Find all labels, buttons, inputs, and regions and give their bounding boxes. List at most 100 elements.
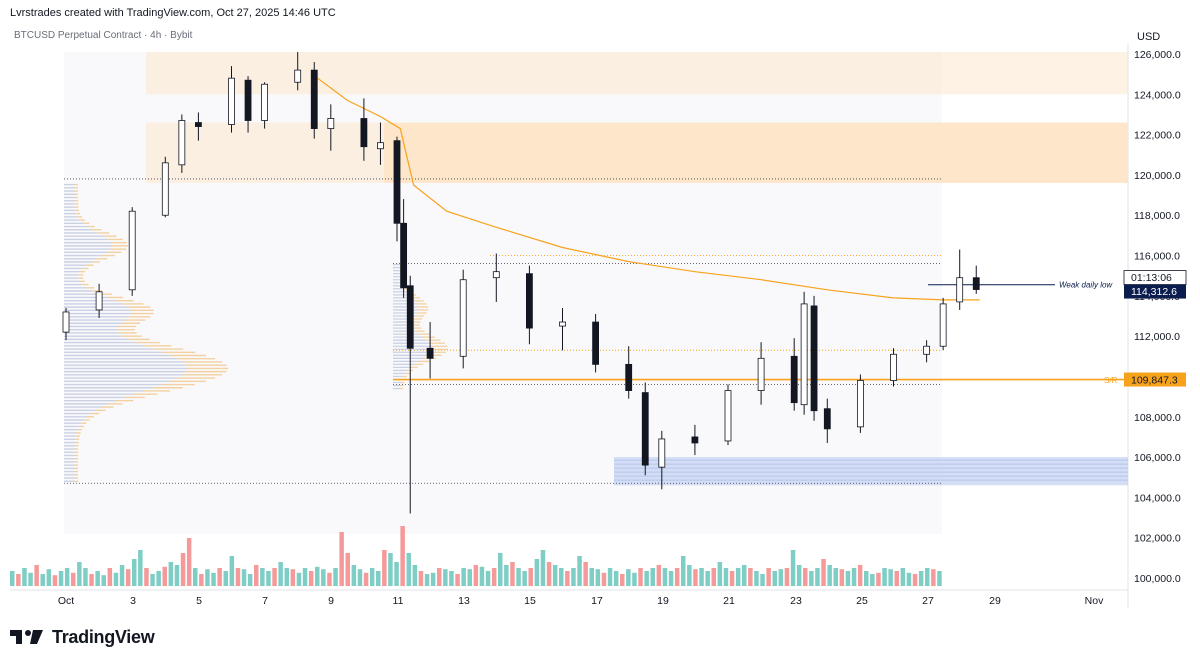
candle bbox=[393, 140, 401, 224]
candle bbox=[857, 380, 864, 428]
current-price-badge bbox=[1124, 284, 1186, 299]
current-price-label: 114,312.6 bbox=[1131, 286, 1177, 298]
candle bbox=[194, 122, 202, 127]
volume-bar bbox=[406, 553, 411, 586]
volume-bar bbox=[211, 572, 216, 586]
volume-bar bbox=[125, 569, 131, 586]
volume-bar bbox=[717, 562, 723, 586]
time-tick-label: Nov bbox=[1085, 595, 1104, 607]
countdown-label: 01:13:06 bbox=[1131, 272, 1172, 284]
candle bbox=[128, 210, 136, 291]
time-tick-label: 23 bbox=[790, 595, 802, 607]
price-tick-label: 120,000.0 bbox=[1134, 170, 1181, 182]
volume-bar bbox=[528, 568, 533, 586]
volume-bar bbox=[839, 569, 845, 586]
candle bbox=[178, 120, 186, 166]
volume-bar bbox=[180, 553, 186, 586]
price-chart[interactable]: S/R Weak daily low 126,000.0 124,000.0 122,0… bbox=[0, 0, 1200, 620]
volume-bar bbox=[754, 571, 759, 586]
candle bbox=[377, 142, 384, 150]
volume-bar bbox=[455, 574, 460, 586]
time-tick-label: 7 bbox=[262, 595, 268, 607]
volume-bar bbox=[565, 571, 570, 586]
created-by-header: Lvrstrades created with TradingView.com,… bbox=[10, 7, 336, 19]
volume-bar bbox=[809, 571, 814, 586]
volume-bar bbox=[400, 526, 405, 586]
volume-bar bbox=[241, 569, 247, 586]
supply-zone-lower bbox=[384, 122, 1128, 183]
candle bbox=[800, 303, 808, 406]
price-tick-label: 122,000.0 bbox=[1134, 130, 1181, 142]
price-tick-label: 126,000.0 bbox=[1134, 49, 1181, 61]
volume-bar bbox=[821, 559, 826, 586]
volume-bar bbox=[815, 568, 820, 586]
volume-bar bbox=[449, 571, 454, 586]
volume-bar bbox=[796, 565, 802, 586]
volume-bar bbox=[52, 575, 58, 586]
volume-bar bbox=[650, 568, 655, 586]
volume-bar bbox=[687, 565, 692, 586]
volume-bar bbox=[510, 562, 515, 586]
volume-bar bbox=[662, 568, 668, 586]
volume-bar bbox=[229, 556, 235, 586]
candle bbox=[790, 355, 798, 404]
volume-bar bbox=[254, 565, 259, 586]
volume-bar bbox=[205, 569, 210, 586]
volume-bar bbox=[723, 568, 729, 586]
volume-bar bbox=[577, 556, 582, 586]
volume-bar bbox=[906, 572, 912, 586]
volume-bar bbox=[857, 565, 863, 586]
volume-bar bbox=[729, 571, 735, 586]
candle bbox=[757, 357, 765, 391]
currency-label: USD bbox=[1137, 31, 1161, 43]
candle bbox=[691, 436, 699, 444]
volume-bar bbox=[40, 574, 45, 586]
volume-bar bbox=[22, 568, 27, 586]
candle bbox=[810, 305, 818, 412]
volume-bar bbox=[656, 565, 662, 586]
volume-bar bbox=[620, 574, 625, 586]
volume-bar bbox=[394, 562, 399, 586]
candle bbox=[244, 79, 252, 121]
volume-bar bbox=[742, 565, 747, 586]
volume-bar bbox=[833, 568, 838, 586]
price-tick-label: 112,000.0 bbox=[1134, 331, 1180, 343]
candle bbox=[559, 321, 566, 327]
volume-bar bbox=[418, 571, 424, 586]
supply-zone-left bbox=[146, 122, 384, 183]
volume-bar bbox=[412, 565, 418, 586]
volume-bar bbox=[357, 569, 363, 586]
volume-bar bbox=[803, 568, 808, 586]
volume-bar bbox=[71, 572, 76, 586]
tradingview-logo[interactable]: TradingView bbox=[10, 626, 155, 648]
volume-bar bbox=[376, 571, 381, 586]
time-tick-label: 3 bbox=[130, 595, 136, 607]
volume-bar bbox=[34, 565, 39, 586]
candle bbox=[261, 83, 269, 121]
volume-bar bbox=[748, 568, 753, 586]
volume-bar bbox=[284, 568, 289, 586]
candle bbox=[327, 118, 335, 129]
volume-bar bbox=[882, 568, 887, 586]
volume-bar bbox=[772, 571, 777, 586]
candle bbox=[360, 118, 368, 148]
time-tick-label: 19 bbox=[657, 595, 669, 607]
volume-bar bbox=[498, 553, 503, 586]
volume-bar bbox=[735, 568, 741, 586]
volume-bar bbox=[321, 569, 326, 586]
supply-zone-upper bbox=[146, 51, 1128, 95]
price-tick-label: 102,000.0 bbox=[1134, 533, 1181, 545]
volume-bar bbox=[296, 572, 302, 586]
volume-bar bbox=[766, 568, 771, 586]
time-tick-label: 15 bbox=[524, 595, 536, 607]
volume-bar bbox=[156, 571, 161, 586]
volume-bar bbox=[363, 572, 369, 586]
volume-bar bbox=[77, 562, 82, 586]
volume-bar bbox=[876, 572, 881, 586]
price-tick-label: 108,000.0 bbox=[1134, 412, 1181, 424]
volume-bar bbox=[552, 565, 558, 586]
volume-bar bbox=[150, 574, 155, 586]
volume-bar bbox=[107, 568, 113, 586]
volume-bar bbox=[64, 568, 70, 586]
candle bbox=[939, 303, 947, 347]
